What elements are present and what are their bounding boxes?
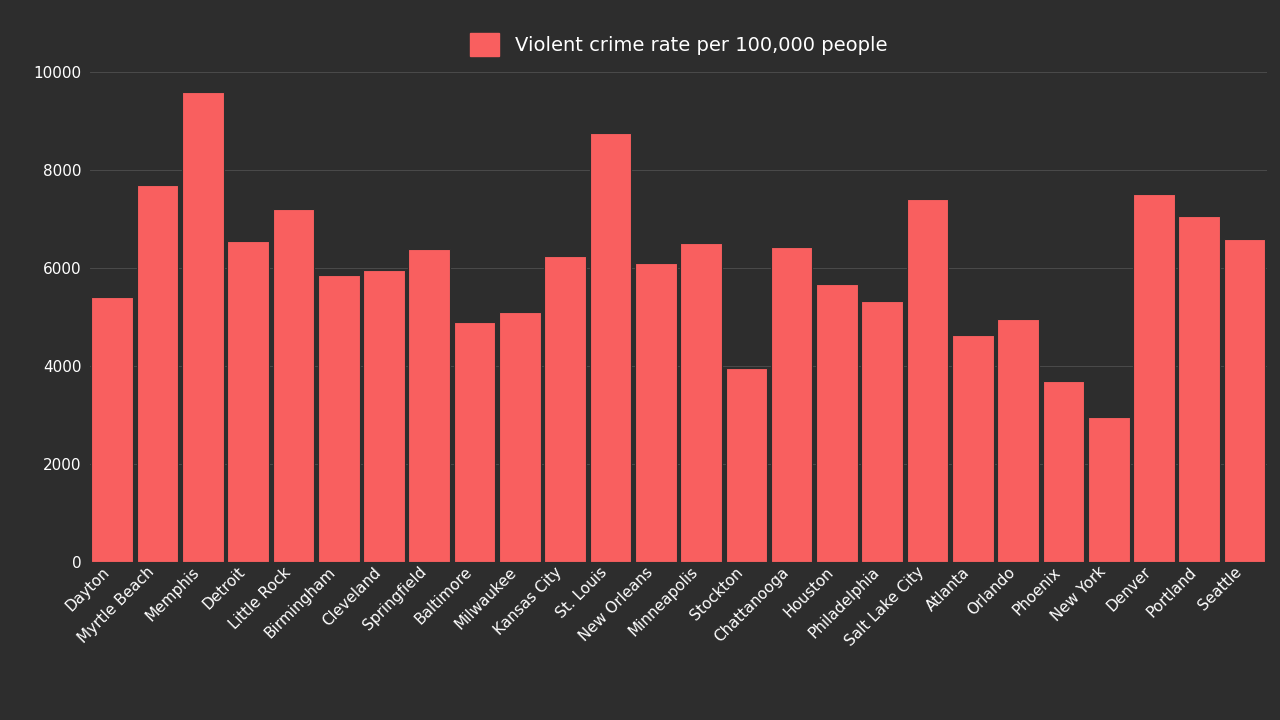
Bar <box>499 312 540 562</box>
Bar <box>635 263 677 562</box>
Bar <box>137 184 178 562</box>
Bar <box>771 247 813 562</box>
Bar <box>408 249 451 562</box>
Bar <box>91 297 133 562</box>
Bar <box>1088 417 1129 562</box>
Bar <box>544 256 586 562</box>
Bar <box>861 301 904 562</box>
Bar <box>453 322 495 562</box>
Bar <box>906 199 948 562</box>
Bar <box>590 133 631 562</box>
Legend: Violent crime rate per 100,000 people: Violent crime rate per 100,000 people <box>470 33 887 56</box>
Bar <box>817 284 858 562</box>
Bar <box>182 91 224 562</box>
Bar <box>317 275 360 562</box>
Bar <box>997 319 1039 562</box>
Bar <box>1133 194 1175 562</box>
Bar <box>1224 240 1266 562</box>
Bar <box>273 209 315 562</box>
Bar <box>726 368 767 562</box>
Bar <box>952 336 993 562</box>
Bar <box>1179 217 1220 562</box>
Bar <box>680 243 722 562</box>
Bar <box>1042 382 1084 562</box>
Bar <box>364 270 404 562</box>
Bar <box>228 241 269 562</box>
